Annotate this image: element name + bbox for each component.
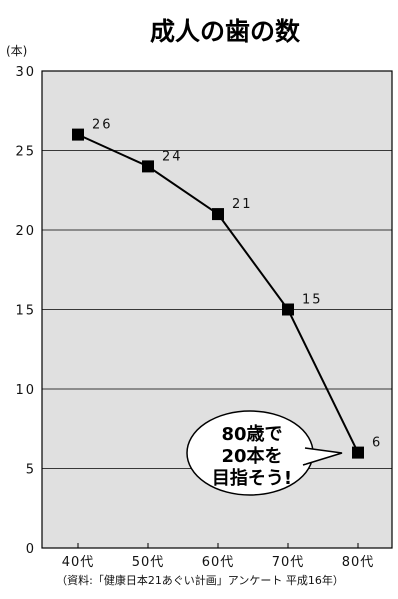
data-labels: 26 24 21 15 6 bbox=[92, 118, 382, 451]
series-line bbox=[72, 128, 364, 459]
data-label: 24 bbox=[162, 149, 183, 164]
x-tick-label: 80代 bbox=[342, 555, 375, 570]
y-tick-label: 15 bbox=[15, 304, 36, 319]
data-label: 21 bbox=[232, 197, 253, 212]
x-tick-label: 70代 bbox=[272, 555, 305, 570]
data-point-marker bbox=[142, 160, 154, 173]
chart-title: 成人の歯の数 bbox=[150, 17, 301, 46]
y-tick-label: 25 bbox=[15, 145, 36, 160]
data-point-marker bbox=[212, 208, 224, 221]
annotation-line-3: 目指そう! bbox=[212, 467, 292, 489]
data-label: 6 bbox=[372, 436, 382, 451]
x-tick-label: 50代 bbox=[132, 555, 165, 570]
y-tick-label: 5 bbox=[26, 463, 36, 478]
y-tick-label: 10 bbox=[15, 383, 36, 398]
x-axis-ticks: 40代 50代 60代 70代 80代 bbox=[62, 543, 375, 570]
data-label: 15 bbox=[302, 293, 323, 308]
y-axis-ticks: 0 5 10 15 20 25 30 bbox=[15, 65, 36, 557]
bubble-pointer bbox=[302, 447, 343, 466]
annotation-line-1: 80歳で bbox=[221, 424, 282, 445]
y-unit-label: (本) bbox=[6, 44, 27, 58]
y-tick-label: 20 bbox=[15, 224, 36, 239]
data-point-marker bbox=[282, 303, 294, 316]
source-note: （資料:「健康日本21あぐい計画」アンケート 平成16年） bbox=[56, 573, 344, 587]
x-tick-label: 40代 bbox=[62, 555, 95, 570]
annotation-bubble: 80歳で 20本を 目指そう! bbox=[186, 410, 343, 496]
x-tick-label: 60代 bbox=[202, 555, 235, 570]
gridlines bbox=[42, 150, 392, 469]
data-label: 26 bbox=[92, 118, 113, 133]
annotation-line-2: 20本を bbox=[221, 445, 282, 467]
y-tick-label: 0 bbox=[26, 542, 36, 557]
y-tick-label: 30 bbox=[15, 65, 36, 80]
data-point-marker bbox=[72, 128, 84, 141]
data-point-marker bbox=[352, 446, 364, 459]
